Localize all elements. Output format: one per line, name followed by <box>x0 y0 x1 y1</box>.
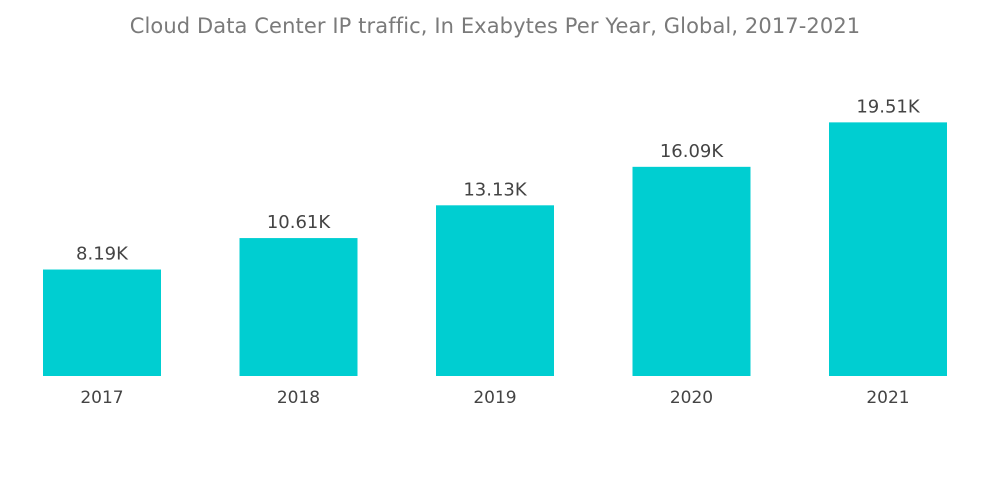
x-tick-label-2021: 2021 <box>866 388 909 408</box>
x-axis-tick-labels: 2017 2018 2019 2020 2021 <box>80 388 909 408</box>
x-tick-label-2019: 2019 <box>473 388 516 408</box>
x-tick-label-2017: 2017 <box>80 388 123 408</box>
bar-2020 <box>632 166 751 376</box>
value-label-2019: 13.13K <box>463 179 528 200</box>
bar-2018 <box>239 238 358 376</box>
chart-title: Cloud Data Center IP traffic, In Exabyte… <box>129 14 861 38</box>
value-label-2018: 10.61K <box>267 212 332 233</box>
bar-2017 <box>43 269 161 376</box>
x-tick-label-2020: 2020 <box>670 388 713 408</box>
bars-group <box>43 122 947 377</box>
bar-2021 <box>829 122 947 377</box>
value-label-2017: 8.19K <box>76 244 129 265</box>
value-labels-group: 8.19K 10.61K 13.13K 16.09K 19.51K <box>76 96 921 264</box>
bar-2019 <box>436 205 554 376</box>
value-label-2020: 16.09K <box>660 141 725 162</box>
value-label-2021: 19.51K <box>856 96 921 117</box>
x-tick-label-2018: 2018 <box>277 388 320 408</box>
